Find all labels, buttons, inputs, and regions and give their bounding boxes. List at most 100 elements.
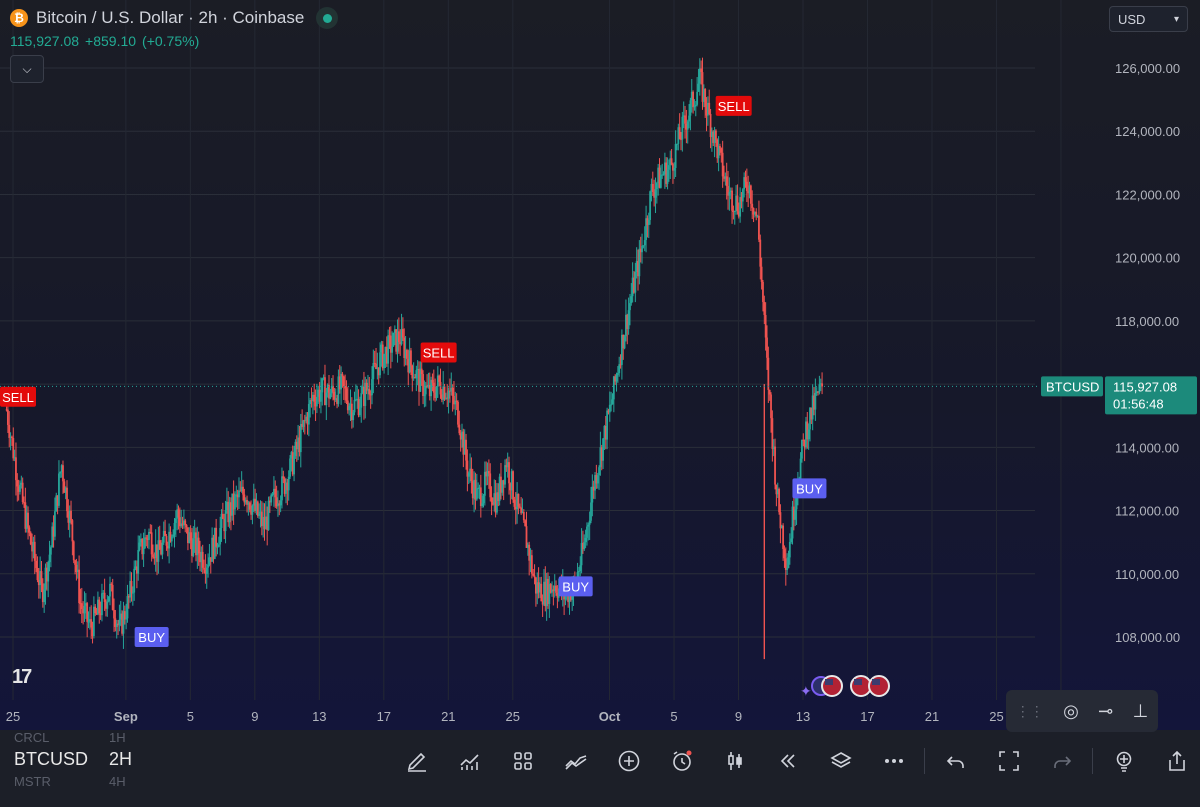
candle-body xyxy=(322,377,325,379)
candle-body xyxy=(803,439,806,448)
candle-body xyxy=(377,367,380,376)
candle-body xyxy=(43,589,46,603)
candle-body xyxy=(514,506,517,510)
candlestick-chart[interactable]: SELL SELL SELL BUY BUY BUY 108,000.00 110,000.… xyxy=(0,0,1200,730)
candle-body xyxy=(60,465,63,473)
candle-body xyxy=(596,475,599,484)
time-tick-label: 5 xyxy=(187,709,194,724)
candle-body xyxy=(502,480,505,485)
candle-body xyxy=(37,580,40,586)
candle-body xyxy=(810,407,813,420)
candle-body xyxy=(325,392,328,406)
candle-body xyxy=(275,497,278,507)
chart-area[interactable]: SELL SELL SELL BUY BUY BUY 108,000.00 110,000.… xyxy=(0,0,1200,732)
horizontal-line-tool-icon[interactable]: ⊸ xyxy=(1098,700,1114,721)
market-status[interactable] xyxy=(316,7,339,29)
candle-body xyxy=(235,494,238,496)
candle-body xyxy=(517,493,520,507)
candle-body xyxy=(109,583,111,597)
redo-button[interactable] xyxy=(1035,744,1088,778)
us-flag-icon[interactable] xyxy=(821,675,843,697)
candle-body xyxy=(79,603,82,605)
candle-body xyxy=(94,606,97,614)
candle-body xyxy=(157,540,160,562)
share-button[interactable] xyxy=(1150,744,1200,778)
ideas-button[interactable] xyxy=(1097,744,1150,778)
collapse-legend-button[interactable]: ⌵ xyxy=(10,55,44,83)
candle-body xyxy=(659,174,662,188)
indicators-button[interactable] xyxy=(443,744,496,778)
candle-body xyxy=(410,350,412,366)
candle-body xyxy=(717,146,720,159)
candle-body xyxy=(805,421,807,448)
compare-button[interactable] xyxy=(549,744,602,778)
candle-body xyxy=(614,376,617,382)
magnet-icon[interactable]: ◎ xyxy=(1063,700,1079,721)
drawing-tools-panel[interactable]: ⋮⋮ ◎ ⊸ ⊥ xyxy=(1006,690,1158,732)
currency-select[interactable]: USD ▾ xyxy=(1109,6,1188,32)
signal-label-bg xyxy=(792,478,827,499)
replay-button[interactable] xyxy=(761,744,814,778)
active-symbol[interactable]: BTCUSD 2H xyxy=(14,744,204,774)
event-sparkle-icon[interactable]: ✦ xyxy=(800,684,812,700)
candle-body xyxy=(6,409,9,425)
fullscreen-icon xyxy=(998,751,1019,771)
price-axis[interactable]: 108,000.00 110,000.00 112,000.00 114,000.00… xyxy=(1115,61,1180,645)
candle-body xyxy=(187,527,189,544)
symbol-switcher[interactable]: CRCL 1H BTCUSD 2H MSTR 4H xyxy=(14,730,204,789)
candle-body xyxy=(180,523,183,527)
symbol-option[interactable]: MSTR 4H xyxy=(14,774,204,789)
us-flag-icon[interactable] xyxy=(868,675,890,697)
candle-body xyxy=(68,510,71,523)
candle-body xyxy=(465,439,467,461)
candle-body xyxy=(113,610,115,619)
candle-body xyxy=(697,83,700,92)
candle-body xyxy=(588,520,591,525)
economic-events[interactable]: ✦ xyxy=(800,675,890,700)
candle-body xyxy=(692,91,694,108)
candle-body xyxy=(453,396,455,405)
time-axis[interactable]: 25Sep5913172125Oct591317212529 xyxy=(6,709,1068,724)
candle-body xyxy=(291,452,294,475)
vertical-measure-tool-icon[interactable]: ⊥ xyxy=(1132,700,1149,721)
candle-body xyxy=(689,100,692,116)
chart-type-button[interactable] xyxy=(708,744,761,778)
undo-button[interactable] xyxy=(929,744,982,778)
signal-label: BUY xyxy=(796,481,823,496)
candle-body xyxy=(541,601,544,605)
candle-body xyxy=(137,550,140,574)
candle-body xyxy=(314,401,317,407)
candle-body xyxy=(399,342,402,345)
drag-handle-icon[interactable]: ⋮⋮ xyxy=(1015,702,1044,719)
candle-body xyxy=(471,481,474,499)
layers-button[interactable] xyxy=(814,744,867,778)
chart-title[interactable]: Bitcoin / U.S. Dollar · 2h · Coinbase xyxy=(36,8,305,27)
drawing-tools-button[interactable] xyxy=(390,744,443,778)
candle-body xyxy=(271,494,274,496)
time-tick-label: 21 xyxy=(925,709,939,724)
candle-body xyxy=(54,511,56,537)
templates-button[interactable] xyxy=(496,744,549,778)
symbol-option[interactable]: CRCL 1H xyxy=(14,730,204,745)
candle-body xyxy=(24,502,27,529)
candle-body xyxy=(551,589,553,593)
candle-body xyxy=(369,394,372,396)
add-symbol-button[interactable] xyxy=(602,744,655,778)
candle-body xyxy=(442,386,445,400)
redo-icon xyxy=(1053,756,1071,768)
candle-body xyxy=(647,219,650,226)
alerts-button[interactable] xyxy=(655,744,708,778)
tradingview-logo-icon[interactable]: 17 xyxy=(12,666,32,688)
candle-body xyxy=(87,621,90,623)
fullscreen-button[interactable] xyxy=(982,744,1035,778)
candle-body xyxy=(313,394,316,402)
time-tick-label: Sep xyxy=(114,709,138,724)
more-button[interactable] xyxy=(867,744,920,778)
candle-body xyxy=(530,555,533,574)
candle-body xyxy=(168,531,171,549)
candle-body xyxy=(639,248,642,253)
candle-body xyxy=(297,437,299,450)
candle-body xyxy=(814,392,817,410)
candles xyxy=(5,57,823,660)
chevron-down-icon: ⌵ xyxy=(22,61,32,76)
